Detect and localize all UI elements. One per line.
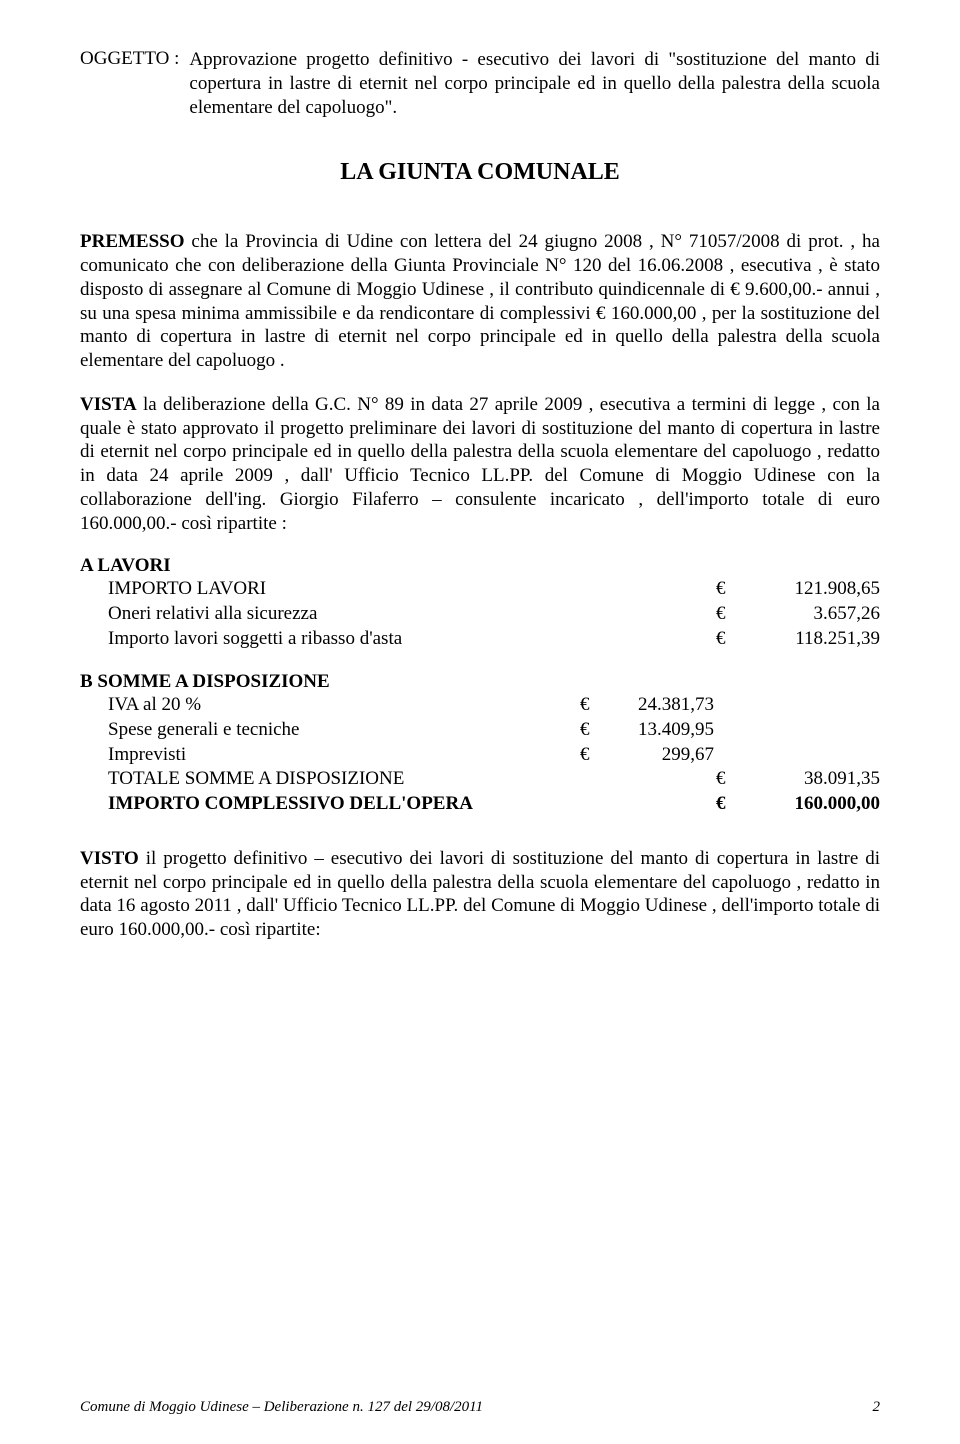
premesso-lead: PREMESSO [80,231,185,252]
cost-label: Imprevisti [108,743,186,768]
visto2-body: il progetto definitivo – esecutivo dei l… [80,848,880,940]
cost-value: 13.409,95 [604,718,714,743]
cost-fill [266,577,716,602]
cost-label: IMPORTO COMPLESSIVO DELL'OPERA [108,792,473,817]
cost-label: Importo lavori soggetti a ribasso d'asta [108,627,402,652]
vista-lead: VISTA [80,394,137,415]
oggetto-label: OGGETTO : [80,48,179,70]
cost-label: Spese generali e tecniche [108,718,299,743]
spacer [80,651,880,665]
cost-row: Imprevisti €299,67 [80,743,880,768]
cost-fill [317,602,716,627]
cost-fill [201,693,580,718]
cost-value-group: €13.409,95 [580,718,880,743]
cost-value: 118.251,39 [740,627,880,652]
cost-value: 121.908,65 [740,577,880,602]
cost-fill [473,792,716,817]
euro-symbol: € [716,577,740,602]
visto2-paragraph: VISTO il progetto definitivo – esecutivo… [80,847,880,942]
euro-symbol: € [716,627,740,652]
euro-symbol: € [716,767,740,792]
page-footer: Comune di Moggio Udinese – Deliberazione… [80,1399,880,1416]
main-heading: LA GIUNTA COMUNALE [80,159,880,186]
oggetto-block: OGGETTO : Approvazione progetto definiti… [80,48,880,119]
euro-symbol: € [580,743,604,768]
oggetto-text: Approvazione progetto definitivo - esecu… [189,48,880,119]
cost-fill [404,767,716,792]
cost-row: IMPORTO LAVORI €121.908,65 [80,577,880,602]
cost-fill [402,627,716,652]
cost-value-group: €24.381,73 [580,693,880,718]
cost-row: IMPORTO COMPLESSIVO DELL'OPERA €160.000,0… [80,792,880,817]
cost-row: Spese generali e tecniche €13.409,95 [80,718,880,743]
euro-symbol: € [716,792,740,817]
section-b-rows: IVA al 20 %€24.381,73Spese generali e te… [80,693,880,816]
visto2-lead: VISTO [80,848,139,869]
cost-label: TOTALE SOMME A DISPOSIZIONE [108,767,404,792]
cost-row: Oneri relativi alla sicurezza €3.657,26 [80,602,880,627]
cost-value-group: €299,67 [580,743,880,768]
footer-left: Comune di Moggio Udinese – Deliberazione… [80,1399,483,1416]
cost-value: 38.091,35 [740,767,880,792]
euro-symbol: € [580,693,604,718]
vista-body: la deliberazione della G.C. N° 89 in dat… [80,394,880,534]
premesso-paragraph: PREMESSO che la Provincia di Udine con l… [80,230,880,373]
page: OGGETTO : Approvazione progetto definiti… [0,0,960,1444]
cost-label: Oneri relativi alla sicurezza [108,602,317,627]
section-a-rows: IMPORTO LAVORI€121.908,65Oneri relativi … [80,577,880,651]
cost-row: Importo lavori soggetti a ribasso d'asta… [80,627,880,652]
cost-row: TOTALE SOMME A DISPOSIZIONE €38.091,35 [80,767,880,792]
section-b-header: B SOMME A DISPOSIZIONE [80,671,880,693]
euro-symbol: € [716,602,740,627]
euro-symbol: € [580,718,604,743]
cost-fill [299,718,580,743]
cost-label: IVA al 20 % [108,693,201,718]
premesso-body: che la Provincia di Udine con lettera de… [80,231,880,371]
vista-paragraph: VISTA la deliberazione della G.C. N° 89 … [80,393,880,536]
spacer [80,817,880,847]
footer-page-number: 2 [873,1399,881,1416]
cost-fill [186,743,580,768]
cost-label: IMPORTO LAVORI [108,577,266,602]
cost-value: 3.657,26 [740,602,880,627]
cost-row: IVA al 20 % €24.381,73 [80,693,880,718]
cost-value: 299,67 [604,743,714,768]
section-a-header: A LAVORI [80,555,880,577]
cost-value: 24.381,73 [604,693,714,718]
cost-value: 160.000,00 [740,792,880,817]
